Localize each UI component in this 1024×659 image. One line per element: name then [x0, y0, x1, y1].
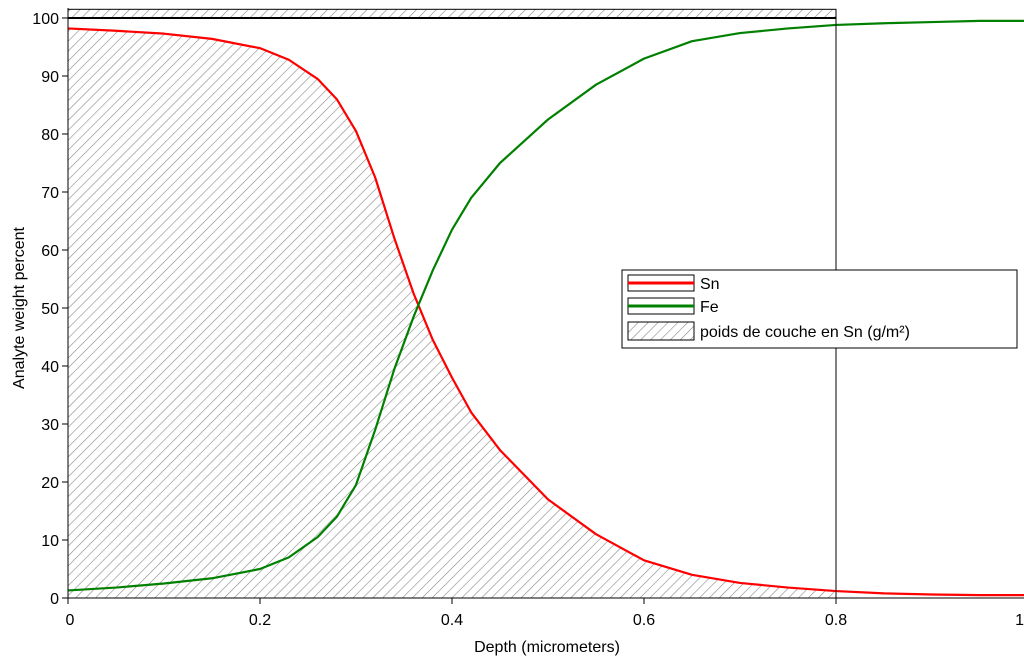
legend-label-sn: Sn	[700, 276, 720, 293]
x-tick-label: 0.2	[249, 612, 271, 629]
y-tick-label: 100	[32, 11, 59, 28]
coating-weight-hatched-area	[68, 28, 836, 598]
x-tick-label: 1	[1015, 612, 1024, 629]
y-tick-label: 80	[41, 127, 59, 144]
legend-item-coating-weight: poids de couche en Sn (g/m²)	[627, 321, 910, 341]
x-tick-label: 0.6	[633, 612, 655, 629]
legend: Sn Fe poids de couche en Sn (g/m²)	[621, 269, 1018, 349]
y-tick-label: 40	[41, 359, 59, 376]
x-tick-label: 0.8	[825, 612, 847, 629]
coating-weight-top-band	[67, 8, 837, 19]
legend-label-coating-weight: poids de couche en Sn (g/m²)	[700, 324, 910, 341]
legend-label-fe: Fe	[700, 299, 719, 316]
legend-item-sn: Sn	[627, 274, 720, 293]
y-tick-label: 20	[41, 475, 59, 492]
y-tick-label: 10	[41, 533, 59, 550]
series-line-fe	[68, 19, 1024, 592]
series-line-sn	[68, 27, 1024, 597]
x-axis-title: Depth (micrometers)	[474, 639, 620, 656]
x-tick-label: 0	[66, 612, 75, 629]
y-tick-label: 70	[41, 185, 59, 202]
legend-item-fe: Fe	[627, 297, 719, 316]
x-tick-label: 0.4	[441, 612, 463, 629]
y-tick-label: 90	[41, 69, 59, 86]
y-tick-label: 50	[41, 301, 59, 318]
y-tick-label: 60	[41, 243, 59, 260]
y-tick-label: 30	[41, 417, 59, 434]
legend-swatch-hatch	[627, 321, 695, 341]
y-axis-title: Analyte weight percent	[11, 227, 28, 389]
y-tick-label: 0	[50, 591, 59, 608]
